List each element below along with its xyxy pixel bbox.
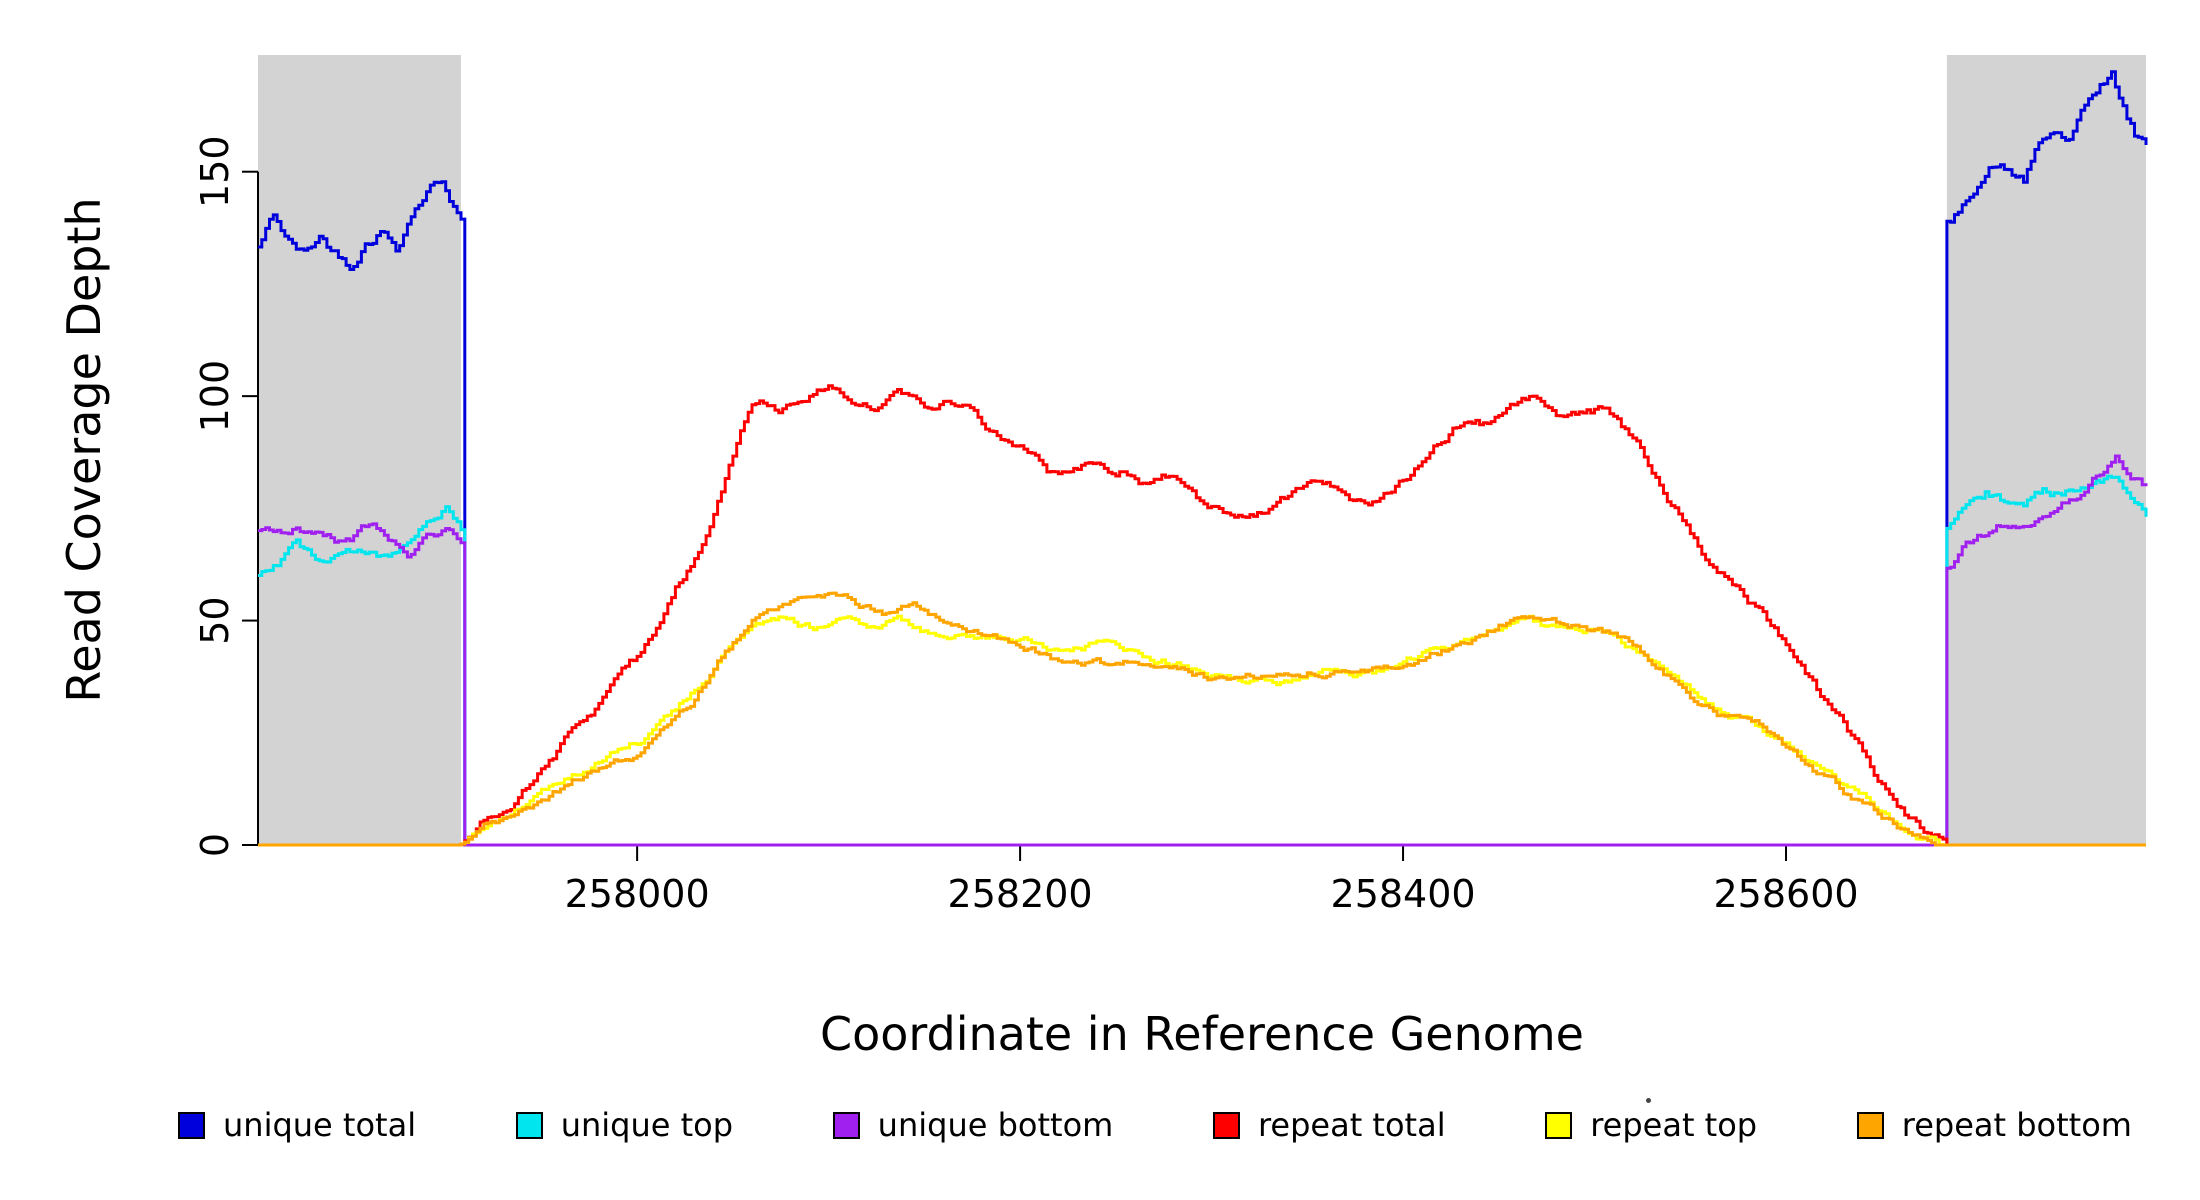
legend-swatch — [1545, 1111, 1573, 1139]
series-line-repeat-top — [258, 614, 2146, 847]
legend-label: repeat total — [1257, 1106, 1446, 1144]
legend-item-unique-top: unique top — [515, 1106, 734, 1144]
legend-item-repeat-top: repeat top — [1545, 1106, 1757, 1144]
x-tick-label: 258600 — [1713, 872, 1858, 916]
legend-label: unique total — [223, 1106, 417, 1144]
y-tick-label: 100 — [193, 360, 237, 433]
series-line-repeat-total — [258, 384, 2146, 847]
legend-label: repeat bottom — [1901, 1106, 2132, 1144]
legend-item-repeat-total: repeat total — [1212, 1106, 1446, 1144]
shaded-region — [258, 55, 461, 845]
legend-label: unique top — [560, 1106, 734, 1144]
legend-swatch — [515, 1111, 543, 1139]
legend-swatch — [1212, 1111, 1240, 1139]
y-axis-title: Read Coverage Depth — [57, 197, 111, 703]
series-line-unique-total — [258, 70, 2148, 847]
legend-item-unique-total: unique total — [178, 1106, 416, 1144]
stray-dot — [1646, 1098, 1651, 1103]
y-tick-label: 150 — [193, 135, 237, 208]
legend-item-unique-bottom: unique bottom — [832, 1106, 1114, 1144]
legend: unique total unique top unique bottom repea… — [178, 1106, 2132, 1144]
series-line-repeat-bottom — [258, 591, 2146, 847]
x-tick-label: 258200 — [948, 872, 1093, 916]
y-tick-label: 50 — [193, 596, 237, 644]
shaded-region — [1946, 55, 2146, 845]
x-tick-label: 258000 — [565, 872, 710, 916]
legend-item-repeat-bottom: repeat bottom — [1856, 1106, 2132, 1144]
legend-label: repeat top — [1590, 1106, 1758, 1144]
x-axis-title: Coordinate in Reference Genome — [820, 1007, 1584, 1061]
legend-swatch — [178, 1111, 205, 1139]
legend-label: unique bottom — [877, 1106, 1114, 1144]
legend-swatch — [1856, 1111, 1884, 1139]
y-tick-label: 0 — [193, 833, 237, 857]
legend-swatch — [832, 1111, 860, 1139]
series-line-unique-bottom — [258, 454, 2148, 847]
x-tick-label: 258400 — [1331, 872, 1476, 916]
